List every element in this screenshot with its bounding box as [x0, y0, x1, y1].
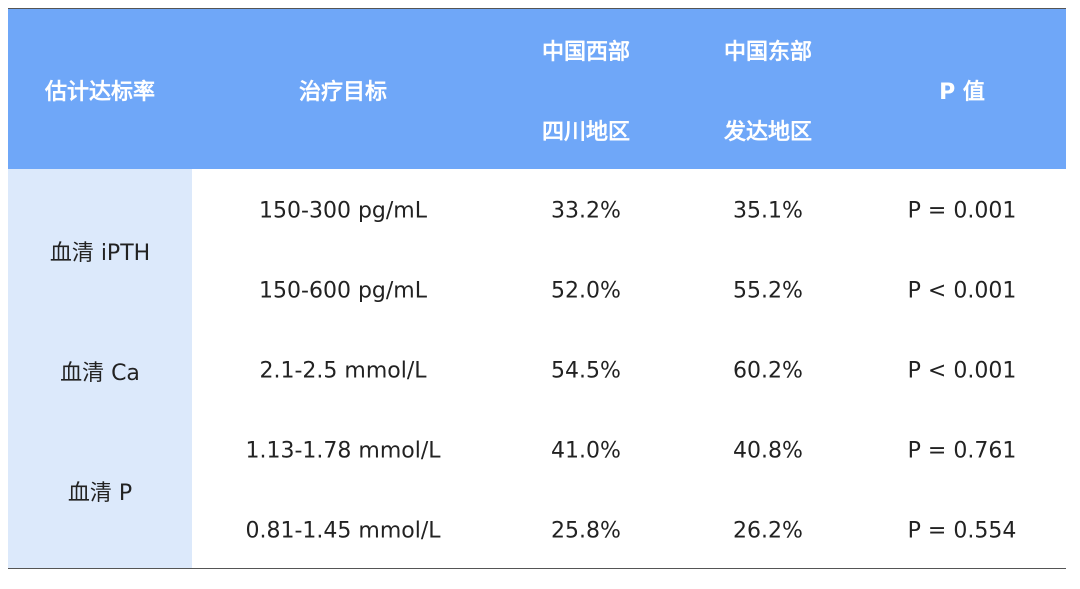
header-cell: 估计达标率: [44, 80, 156, 105]
cell: 0.81-1.45 mmol/L: [245, 518, 441, 544]
cell: 52.0%: [551, 278, 621, 304]
cell: P = 0.554: [907, 518, 1017, 544]
group-label: 血清 iPTH: [49, 241, 151, 266]
cell: 150-600 pg/mL: [259, 278, 427, 304]
cell: 26.2%: [733, 518, 803, 544]
cell: P = 0.001: [907, 198, 1017, 224]
cell: 55.2%: [733, 278, 803, 304]
header-cell: 治疗目标: [298, 80, 388, 105]
cell: 54.5%: [551, 358, 621, 384]
header-bg: [8, 8, 1066, 169]
cell: 35.1%: [733, 198, 803, 224]
cell: P = 0.761: [907, 438, 1017, 464]
cell: 150-300 pg/mL: [259, 198, 427, 224]
header-cell: 发达地区: [723, 120, 813, 145]
cell: 25.8%: [551, 518, 621, 544]
cell: 40.8%: [733, 438, 803, 464]
cell: 60.2%: [733, 358, 803, 384]
group-label: 血清 P: [67, 481, 133, 506]
cell: P < 0.001: [907, 358, 1017, 384]
bottom-rule: [8, 568, 1066, 569]
header-cell: 中国西部: [541, 40, 631, 65]
group-label: 血清 Ca: [60, 361, 140, 386]
header-cell: 四川地区: [541, 120, 631, 145]
cell: 1.13-1.78 mmol/L: [245, 438, 441, 464]
cell: 33.2%: [551, 198, 621, 224]
header-cell: 中国东部: [723, 40, 813, 65]
cell: P < 0.001: [907, 278, 1017, 304]
group-column-bg: [8, 169, 192, 568]
header-cell: P 值: [939, 80, 985, 105]
cell: 41.0%: [551, 438, 621, 464]
cell: 2.1-2.5 mmol/L: [259, 358, 427, 384]
